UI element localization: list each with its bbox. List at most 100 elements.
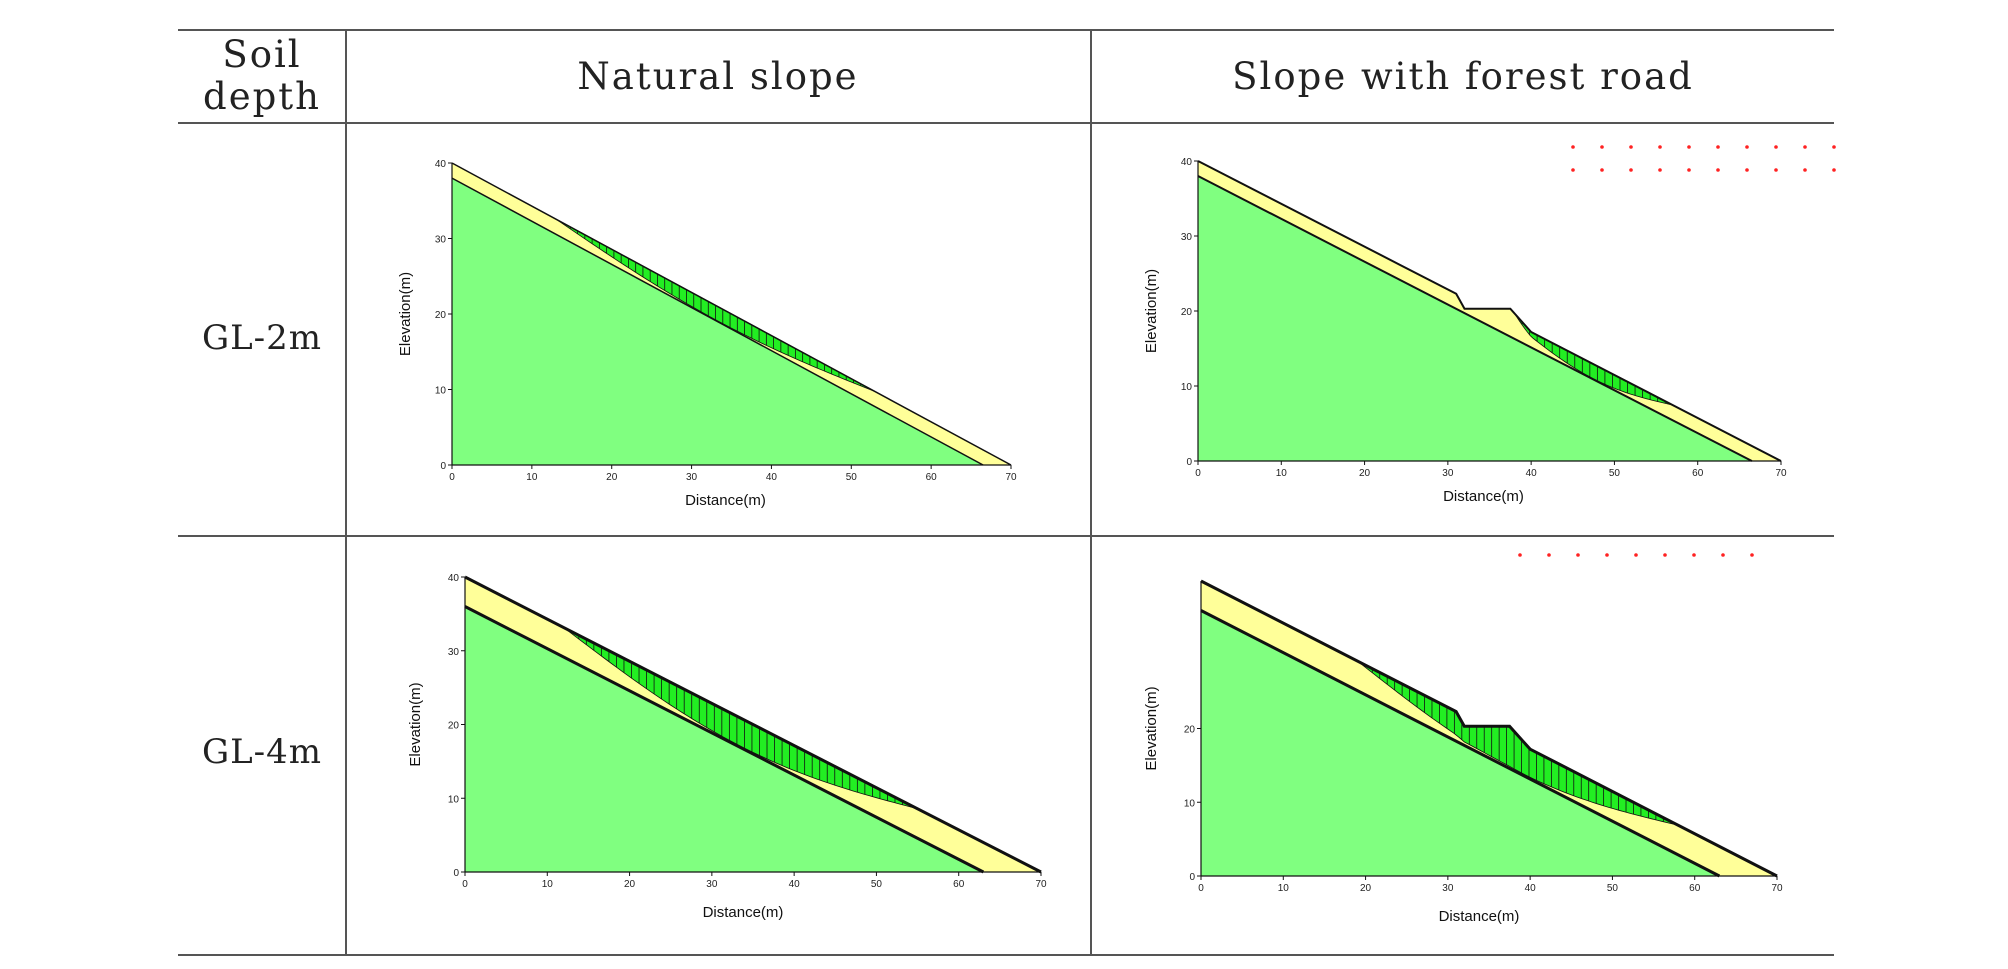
bedrock-interface-line: [1200, 609, 1721, 878]
x-tick-label: 20: [624, 879, 636, 890]
table-top-rule: [178, 29, 1834, 31]
y-tick-label: 30: [435, 235, 447, 246]
y-axis-title: Elevation(m): [1143, 686, 1160, 770]
ground-surface-line: [464, 575, 1042, 874]
y-tick-label: 20: [435, 310, 447, 321]
column-divider-2: [1090, 29, 1092, 956]
y-tick-label: 30: [448, 647, 460, 658]
y-tick-label: 40: [435, 159, 447, 170]
red-marker-dot: [1600, 168, 1604, 172]
x-tick-label: 70: [1771, 883, 1783, 894]
red-marker-dot: [1663, 553, 1667, 557]
column-divider-1: [345, 29, 347, 956]
y-axis-title: Elevation(m): [397, 272, 414, 356]
x-tick-label: 60: [953, 879, 965, 890]
x-tick-label: 30: [1442, 468, 1454, 479]
x-tick-label: 10: [542, 879, 554, 890]
x-tick-label: 30: [686, 472, 698, 483]
y-tick-label: 10: [1181, 382, 1193, 393]
y-tick-label: 40: [1181, 157, 1193, 168]
x-tick-label: 50: [1607, 883, 1619, 894]
y-axis-title: Elevation(m): [407, 682, 424, 766]
x-tick-label: 30: [706, 879, 718, 890]
red-marker-dot: [1605, 553, 1609, 557]
x-tick-label: 50: [871, 879, 883, 890]
ground-surface-line: [1200, 579, 1778, 878]
red-marker-dot: [1547, 553, 1551, 557]
x-tick-label: 0: [449, 472, 455, 483]
y-tick-label: 20: [1184, 725, 1196, 736]
x-tick-label: 40: [789, 879, 801, 890]
x-tick-label: 60: [1689, 883, 1701, 894]
red-marker-dot: [1629, 145, 1633, 149]
x-tick-label: 0: [1198, 883, 1204, 894]
bedrock-interface-line: [464, 605, 985, 874]
x-tick-label: 60: [926, 472, 938, 483]
red-marker-dot: [1687, 168, 1691, 172]
red-marker-dot: [1750, 553, 1754, 557]
x-tick-label: 20: [606, 472, 618, 483]
red-marker-dot: [1571, 145, 1575, 149]
x-tick-label: 70: [1005, 472, 1017, 483]
bedrock-interface-line: [451, 177, 984, 466]
x-tick-label: 40: [766, 472, 778, 483]
red-marker-dot: [1774, 145, 1778, 149]
y-tick-label: 40: [448, 573, 460, 584]
x-tick-label: 20: [1359, 468, 1371, 479]
row-label-gl-2m: GL-2m: [201, 318, 323, 358]
red-marker-dot: [1658, 145, 1662, 149]
y-tick-label: 10: [1184, 798, 1196, 809]
red-marker-dot: [1687, 145, 1691, 149]
table-bottom-rule: [178, 954, 1834, 956]
x-tick-label: 50: [846, 472, 858, 483]
x-axis-title: Distance(m): [685, 492, 766, 509]
header-soil-depth: Soil depth: [180, 34, 344, 118]
row-label-gl-4m: GL-4m: [201, 732, 323, 772]
red-marker-dot: [1745, 168, 1749, 172]
y-axis-title: Elevation(m): [1143, 269, 1160, 353]
y-tick-label: 20: [1181, 307, 1193, 318]
y-tick-label: 20: [448, 721, 460, 732]
header-rule: [178, 122, 1834, 124]
header-natural-slope: Natural slope: [577, 55, 859, 98]
y-tick-label: 0: [1189, 872, 1195, 883]
header-soil-depth-line1: Soil: [222, 33, 302, 76]
x-axis-title: Distance(m): [1439, 908, 1520, 925]
header-soil-depth-line2: depth: [203, 75, 321, 118]
red-marker-dot: [1721, 553, 1725, 557]
x-tick-label: 10: [1278, 883, 1290, 894]
x-tick-label: 0: [462, 879, 468, 890]
x-axis-title: Distance(m): [703, 904, 784, 921]
red-marker-dot: [1576, 553, 1580, 557]
y-tick-label: 30: [1181, 232, 1193, 243]
red-marker-dot: [1692, 553, 1696, 557]
red-marker-dot: [1832, 168, 1836, 172]
x-tick-label: 0: [1195, 468, 1201, 479]
header-slope-with-forest-road: Slope with forest road: [1232, 55, 1694, 98]
red-marker-dot: [1600, 145, 1604, 149]
red-marker-dot: [1774, 168, 1778, 172]
red-marker-dot: [1803, 145, 1807, 149]
red-marker-dot: [1634, 553, 1638, 557]
ground-surface-line: [1197, 160, 1782, 462]
red-marker-dot: [1745, 145, 1749, 149]
bedrock-interface-line: [1197, 175, 1753, 462]
x-tick-label: 70: [1035, 879, 1047, 890]
x-tick-label: 30: [1442, 883, 1454, 894]
red-marker-dot: [1658, 168, 1662, 172]
x-tick-label: 50: [1609, 468, 1621, 479]
x-tick-label: 70: [1775, 468, 1787, 479]
x-tick-label: 40: [1526, 468, 1538, 479]
red-marker-dot: [1832, 145, 1836, 149]
x-tick-label: 20: [1360, 883, 1372, 894]
red-marker-dot: [1803, 168, 1807, 172]
x-tick-label: 40: [1525, 883, 1537, 894]
red-marker-dot: [1716, 145, 1720, 149]
y-tick-label: 0: [440, 461, 446, 472]
y-tick-label: 10: [448, 794, 460, 805]
red-marker-dot: [1629, 168, 1633, 172]
